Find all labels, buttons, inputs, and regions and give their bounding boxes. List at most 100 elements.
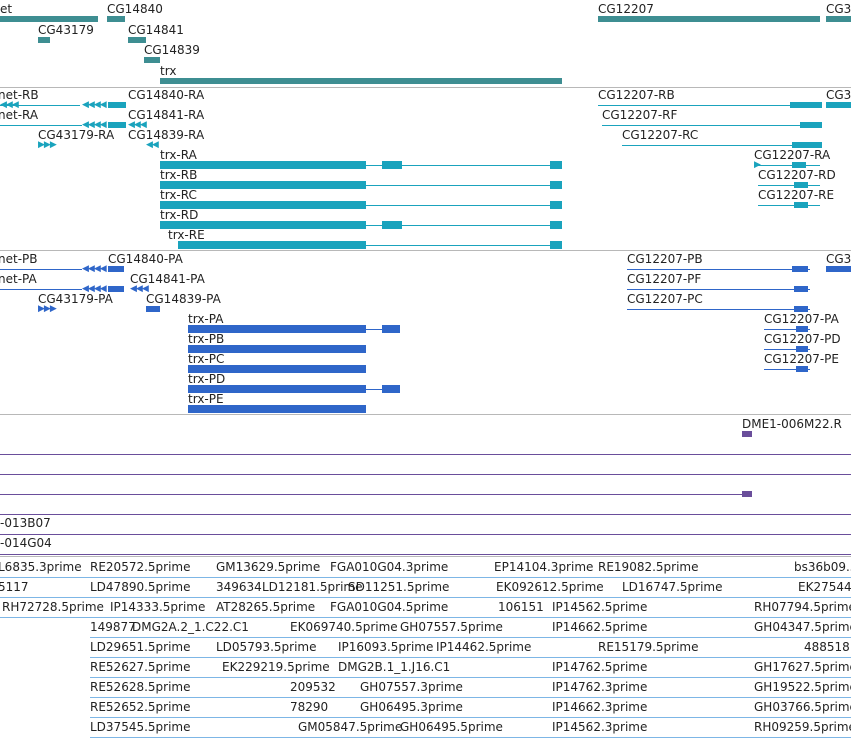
exon-block[interactable]	[188, 345, 366, 353]
est-label[interactable]: GH03766.5prime	[754, 700, 851, 714]
exon-block[interactable]	[108, 102, 126, 108]
est-label[interactable]: LD16747.5prime	[622, 580, 723, 594]
est-label[interactable]: RH07794.5prime	[754, 600, 851, 614]
est-label[interactable]: LD29651.5prime	[90, 640, 191, 654]
est-label[interactable]: IP14562.5prime	[552, 600, 648, 614]
est-label[interactable]: LD37545.5prime	[90, 720, 191, 734]
exon-block[interactable]	[108, 122, 126, 128]
transcript-label[interactable]: CG14839-RA	[128, 128, 205, 142]
exon-block[interactable]	[188, 385, 366, 393]
protein-label[interactable]: CG14841-PA	[130, 272, 205, 286]
exon-block[interactable]	[796, 366, 808, 372]
est-label[interactable]: IP14462.5prime	[436, 640, 532, 654]
protein-label[interactable]: CG14840-PA	[108, 252, 183, 266]
protein-label[interactable]: trx-PD	[188, 372, 226, 386]
exon-block[interactable]	[794, 306, 808, 312]
exon-block[interactable]	[550, 201, 562, 209]
est-label[interactable]: RH72728.5prime	[2, 600, 104, 614]
transcript-label[interactable]: net-RB	[0, 88, 39, 102]
est-label[interactable]: bs36b09.5prime	[794, 560, 851, 574]
transcript-label[interactable]: trx-RB	[160, 168, 198, 182]
gene-feature[interactable]	[160, 78, 562, 84]
clone-line[interactable]	[0, 534, 851, 535]
protein-label[interactable]: CG12207-PD	[764, 332, 841, 346]
gene-feature[interactable]	[598, 16, 820, 22]
est-label[interactable]: EK27544	[798, 580, 851, 594]
exon-block[interactable]	[160, 161, 366, 169]
exon-block[interactable]	[382, 161, 402, 169]
exon-block[interactable]	[178, 241, 366, 249]
exon-block[interactable]	[792, 162, 806, 168]
transcript-label[interactable]: trx-RA	[160, 148, 197, 162]
exon-block[interactable]	[790, 102, 822, 108]
exon-block[interactable]	[826, 266, 851, 272]
exon-block[interactable]	[794, 202, 808, 208]
transcript-label[interactable]: CG12207-RA	[754, 148, 831, 162]
clone-feature[interactable]	[742, 491, 752, 497]
exon-block[interactable]	[160, 221, 366, 229]
transcript-label[interactable]: net-RA	[0, 108, 39, 122]
est-label[interactable]: EK229219.5prime	[222, 660, 330, 674]
est-label[interactable]: EP14104.3prime	[494, 560, 594, 574]
protein-label[interactable]: net-PA	[0, 272, 37, 286]
est-label[interactable]: L6835.3prime	[0, 560, 82, 574]
est-label[interactable]: FGA010G04.3prime	[330, 560, 449, 574]
clone-label[interactable]: -014G04	[0, 536, 52, 550]
exon-block[interactable]	[160, 201, 366, 209]
est-label[interactable]: 106151	[498, 600, 544, 614]
transcript-label[interactable]: CG14840-RA	[128, 88, 205, 102]
est-label[interactable]: IP14762.5prime	[552, 660, 648, 674]
est-label[interactable]: LD47890.5prime	[90, 580, 191, 594]
exon-block[interactable]	[188, 325, 366, 333]
protein-label[interactable]: trx-PA	[188, 312, 224, 326]
exon-block[interactable]	[188, 365, 366, 373]
gene-feature[interactable]	[144, 57, 160, 63]
est-label[interactable]: 349634	[216, 580, 262, 594]
transcript-label[interactable]: CG14841-RA	[128, 108, 205, 122]
est-label[interactable]: IP14562.3prime	[552, 720, 648, 734]
transcript-label[interactable]: CG43179-RA	[38, 128, 115, 142]
transcript-label[interactable]: CG12207-RF	[602, 108, 678, 122]
exon-block[interactable]	[146, 306, 160, 312]
protein-label[interactable]: CG43179-PA	[38, 292, 113, 306]
gene-feature[interactable]	[826, 16, 851, 22]
exon-block[interactable]	[550, 181, 562, 189]
est-label[interactable]: GH06495.3prime	[360, 700, 463, 714]
est-label[interactable]: IP14762.3prime	[552, 680, 648, 694]
est-label[interactable]: GH04347.5prime	[754, 620, 851, 634]
clone-line[interactable]	[0, 514, 851, 515]
clone-line[interactable]	[0, 454, 851, 455]
exon-block[interactable]	[794, 182, 808, 188]
clone-line[interactable]	[0, 554, 851, 555]
protein-label[interactable]: CG12207-PA	[764, 312, 839, 326]
protein-label[interactable]: CG12207-PB	[627, 252, 703, 266]
transcript-label[interactable]: CG12207-RB	[598, 88, 675, 102]
exon-block[interactable]	[826, 102, 851, 108]
clone-label[interactable]: DME1-006M22.R	[742, 417, 842, 431]
est-label[interactable]: RE20572.5prime	[90, 560, 191, 574]
exon-block[interactable]	[550, 241, 562, 249]
est-label[interactable]: RE52652.5prime	[90, 700, 191, 714]
gene-label[interactable]: CG14841	[128, 23, 184, 37]
est-label[interactable]: IP14333.5prime	[110, 600, 206, 614]
transcript-label[interactable]: CG12207-RC	[622, 128, 699, 142]
exon-block[interactable]	[800, 122, 822, 128]
est-label[interactable]: GH07557.5prime	[400, 620, 503, 634]
gene-feature[interactable]	[38, 37, 50, 43]
exon-block[interactable]	[108, 286, 124, 292]
exon-block[interactable]	[382, 325, 400, 333]
gene-label[interactable]: trx	[160, 64, 177, 78]
est-label[interactable]: SD11251.5prime	[348, 580, 450, 594]
exon-block[interactable]	[792, 142, 822, 148]
est-label[interactable]: FGA010G04.5prime	[330, 600, 449, 614]
exon-block[interactable]	[108, 266, 124, 272]
est-label[interactable]: IP16093.5prime	[338, 640, 434, 654]
est-label[interactable]: RH09259.5prime	[754, 720, 851, 734]
exon-block[interactable]	[794, 286, 808, 292]
transcript-label[interactable]: CG12207-RE	[758, 188, 835, 202]
est-label[interactable]: GH07557.3prime	[360, 680, 463, 694]
exon-block[interactable]	[796, 326, 808, 332]
protein-label[interactable]: trx-PB	[188, 332, 225, 346]
gene-label[interactable]: CG3	[826, 2, 851, 16]
est-label[interactable]: RE15179.5prime	[598, 640, 699, 654]
